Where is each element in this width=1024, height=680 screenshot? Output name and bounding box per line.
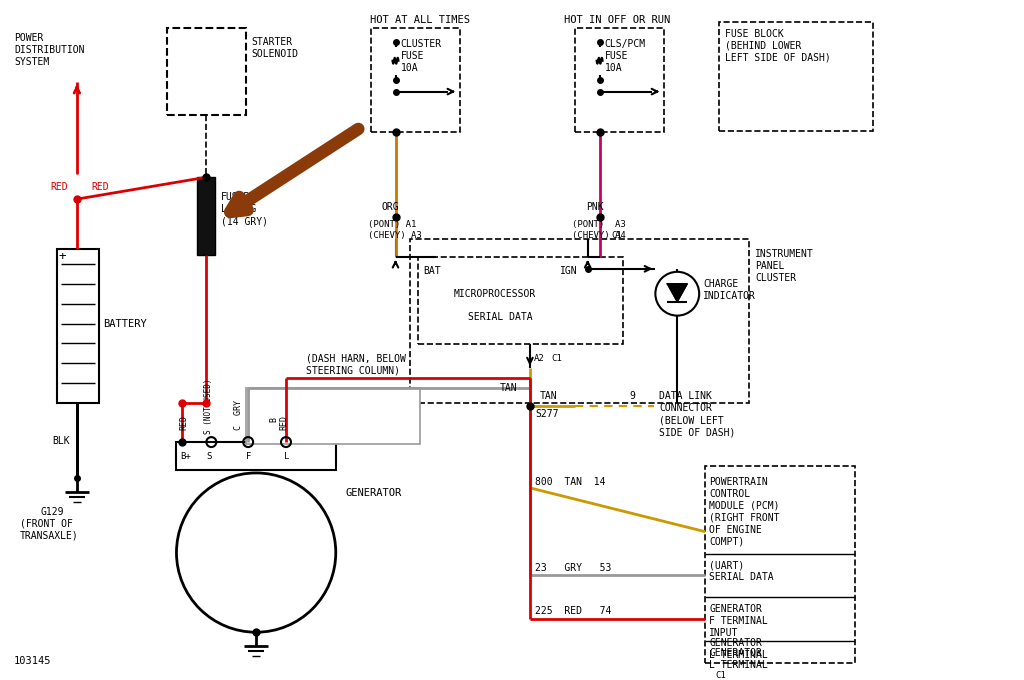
Text: L TERMINAL: L TERMINAL (710, 660, 768, 670)
Text: TAN: TAN (540, 391, 557, 401)
Text: (UART): (UART) (710, 560, 744, 571)
Bar (176, 442, 336, 470)
Text: STARTER: STARTER (251, 37, 292, 47)
Text: G129: G129 (40, 507, 63, 517)
Text: DISTRIBUTION: DISTRIBUTION (14, 45, 85, 55)
Text: (RIGHT FRONT: (RIGHT FRONT (710, 513, 779, 523)
Text: 10A: 10A (400, 63, 418, 73)
Text: STEERING COLUMN): STEERING COLUMN) (306, 365, 400, 375)
Text: HOT AT ALL TIMES: HOT AT ALL TIMES (371, 15, 470, 25)
Text: S: S (207, 452, 212, 460)
Text: LINK G: LINK G (221, 204, 257, 214)
Text: GENERATOR: GENERATOR (710, 639, 762, 648)
Text: CHARGE: CHARGE (703, 279, 738, 289)
Text: CONNECTOR: CONNECTOR (659, 403, 713, 413)
Text: C1: C1 (715, 670, 726, 679)
Text: OF ENGINE: OF ENGINE (710, 525, 762, 534)
Text: RED: RED (92, 182, 110, 192)
Text: (BELOW LEFT: (BELOW LEFT (659, 415, 724, 425)
Text: (14 GRY): (14 GRY) (221, 216, 268, 226)
Polygon shape (668, 284, 687, 302)
Bar (574, 28, 665, 133)
Text: C1: C1 (552, 354, 562, 363)
Text: FUSE BLOCK: FUSE BLOCK (725, 29, 783, 39)
Text: 10A: 10A (604, 63, 623, 73)
Text: MODULE (PCM): MODULE (PCM) (710, 500, 779, 511)
Text: SYSTEM: SYSTEM (14, 56, 49, 67)
Text: C  GRY: C GRY (233, 400, 243, 430)
Text: A2: A2 (534, 354, 545, 363)
Text: SIDE OF DASH): SIDE OF DASH) (659, 427, 735, 437)
Text: DATA LINK: DATA LINK (659, 391, 713, 401)
Text: L TERMINAL: L TERMINAL (710, 650, 768, 660)
Text: PANEL: PANEL (755, 261, 784, 271)
Text: INSTRUMENT: INSTRUMENT (755, 249, 814, 259)
Text: FUSE: FUSE (400, 51, 424, 61)
Bar (198, 177, 215, 255)
Text: C1: C1 (611, 231, 623, 241)
Text: GENERATOR: GENERATOR (710, 605, 762, 614)
Text: SERIAL DATA: SERIAL DATA (710, 573, 774, 583)
Bar (411, 239, 749, 403)
Text: 103145: 103145 (14, 656, 51, 666)
Text: S (NOT USED): S (NOT USED) (204, 379, 213, 434)
Text: S277: S277 (535, 409, 558, 419)
Text: PNK: PNK (586, 202, 603, 212)
Text: F TERMINAL: F TERMINAL (710, 616, 768, 626)
Text: (CHEVY) A4: (CHEVY) A4 (571, 231, 626, 241)
Text: RED: RED (280, 415, 289, 430)
Text: GENERATOR: GENERATOR (710, 648, 762, 658)
Text: BATTERY: BATTERY (102, 319, 146, 328)
Bar (371, 28, 460, 133)
Text: IGN: IGN (560, 266, 578, 276)
Bar (57, 249, 98, 403)
Text: CLUSTER: CLUSTER (755, 273, 796, 283)
Text: B+: B+ (180, 452, 191, 460)
Bar (706, 466, 854, 663)
Text: BLK: BLK (52, 436, 70, 446)
Text: SOLENOID: SOLENOID (251, 49, 298, 58)
Bar (167, 28, 246, 116)
Text: MICROPROCESSOR: MICROPROCESSOR (454, 289, 536, 299)
Text: ORG: ORG (382, 202, 399, 212)
Text: (PONT) A1: (PONT) A1 (368, 220, 416, 228)
Text: L: L (284, 452, 290, 460)
Text: COMPT): COMPT) (710, 537, 744, 547)
Text: (BEHIND LOWER: (BEHIND LOWER (725, 41, 802, 51)
Text: TRANSAXLE): TRANSAXLE) (20, 530, 79, 541)
Text: (CHEVY) A3: (CHEVY) A3 (368, 231, 422, 241)
Text: INDICATOR: INDICATOR (703, 291, 756, 301)
Text: (PONT)  A3: (PONT) A3 (571, 220, 626, 228)
Text: TAN: TAN (500, 384, 518, 393)
Text: INPUT: INPUT (710, 628, 738, 639)
Text: (FRONT OF: (FRONT OF (20, 519, 73, 529)
Text: BAT: BAT (423, 266, 441, 276)
Text: 800  TAN  14: 800 TAN 14 (535, 477, 605, 487)
Bar (719, 22, 873, 131)
Text: LEFT SIDE OF DASH): LEFT SIDE OF DASH) (725, 53, 830, 63)
Text: CONTROL: CONTROL (710, 489, 751, 499)
Text: GENERATOR: GENERATOR (346, 488, 402, 498)
Text: 23   GRY   53: 23 GRY 53 (535, 562, 611, 573)
Text: FUSE: FUSE (604, 51, 628, 61)
Bar (419, 257, 623, 345)
Text: HOT IN OFF OR RUN: HOT IN OFF OR RUN (564, 15, 671, 25)
Text: 9: 9 (630, 391, 635, 401)
Text: CLS/PCM: CLS/PCM (604, 39, 646, 49)
Text: POWER: POWER (14, 33, 44, 43)
Text: SERIAL DATA: SERIAL DATA (468, 311, 532, 322)
Text: +: + (59, 250, 67, 263)
Text: RED: RED (50, 182, 68, 192)
Text: FUSIBLE: FUSIBLE (221, 192, 262, 202)
Text: POWERTRAIN: POWERTRAIN (710, 477, 768, 487)
Text: RED: RED (179, 415, 188, 430)
Text: B: B (269, 417, 279, 422)
Text: 225  RED   74: 225 RED 74 (535, 607, 611, 616)
Bar (246, 388, 421, 444)
Text: CLUSTER: CLUSTER (400, 39, 441, 49)
Text: (DASH HARN, BELOW: (DASH HARN, BELOW (306, 354, 406, 363)
Text: F: F (246, 452, 252, 460)
